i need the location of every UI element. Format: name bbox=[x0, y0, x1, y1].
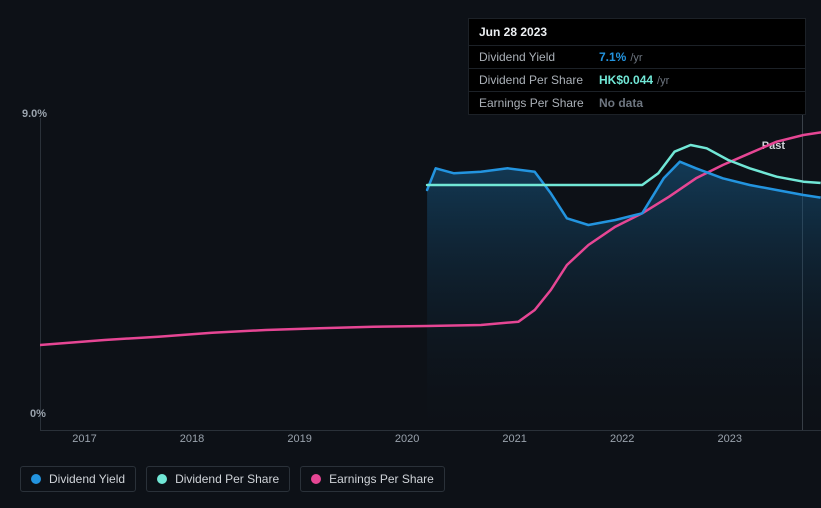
tooltip-label: Dividend Per Share bbox=[479, 73, 599, 87]
tooltip-label: Earnings Per Share bbox=[479, 96, 599, 110]
tooltip-row-dividend-per-share: Dividend Per Share HK$0.044 /yr bbox=[469, 69, 805, 92]
x-axis-tick-label: 2020 bbox=[395, 433, 419, 445]
tooltip-value: No data bbox=[599, 96, 643, 110]
legend-item-earnings-per-share[interactable]: Earnings Per Share bbox=[300, 466, 445, 492]
legend-swatch bbox=[31, 474, 41, 484]
x-axis-tick-label: 2019 bbox=[287, 433, 311, 445]
x-axis-tick-label: 2023 bbox=[717, 433, 741, 445]
y-axis-max-label: 9.0% bbox=[22, 108, 47, 120]
legend-item-dividend-per-share[interactable]: Dividend Per Share bbox=[146, 466, 290, 492]
tooltip-unit: /yr bbox=[630, 52, 642, 64]
legend-swatch bbox=[311, 474, 321, 484]
tooltip-label: Dividend Yield bbox=[479, 50, 599, 64]
legend-swatch bbox=[157, 474, 167, 484]
chart-plot[interactable] bbox=[40, 130, 821, 430]
tooltip-row-dividend-yield: Dividend Yield 7.1% /yr bbox=[469, 46, 805, 69]
tooltip-value: 7.1% bbox=[599, 50, 626, 64]
x-axis-tick-label: 2018 bbox=[180, 433, 204, 445]
legend-label: Earnings Per Share bbox=[329, 472, 434, 486]
tooltip: Jun 28 2023 Dividend Yield 7.1% /yr Divi… bbox=[468, 18, 806, 115]
tooltip-date: Jun 28 2023 bbox=[469, 19, 805, 46]
tooltip-unit: /yr bbox=[657, 75, 669, 87]
dividend-yield-area bbox=[427, 162, 821, 430]
x-axis-tick-label: 2022 bbox=[610, 433, 634, 445]
x-axis-tick-label: 2021 bbox=[502, 433, 526, 445]
legend-label: Dividend Per Share bbox=[175, 472, 279, 486]
x-axis-tick-label: 2017 bbox=[72, 433, 96, 445]
tooltip-value: HK$0.044 bbox=[599, 73, 653, 87]
legend: Dividend Yield Dividend Per Share Earnin… bbox=[20, 466, 445, 492]
x-axis-line bbox=[40, 430, 821, 431]
tooltip-row-earnings-per-share: Earnings Per Share No data bbox=[469, 92, 805, 114]
legend-label: Dividend Yield bbox=[49, 472, 125, 486]
x-axis-labels: 2017 2018 2019 2020 2021 2022 2023 bbox=[20, 433, 805, 449]
legend-item-dividend-yield[interactable]: Dividend Yield bbox=[20, 466, 136, 492]
